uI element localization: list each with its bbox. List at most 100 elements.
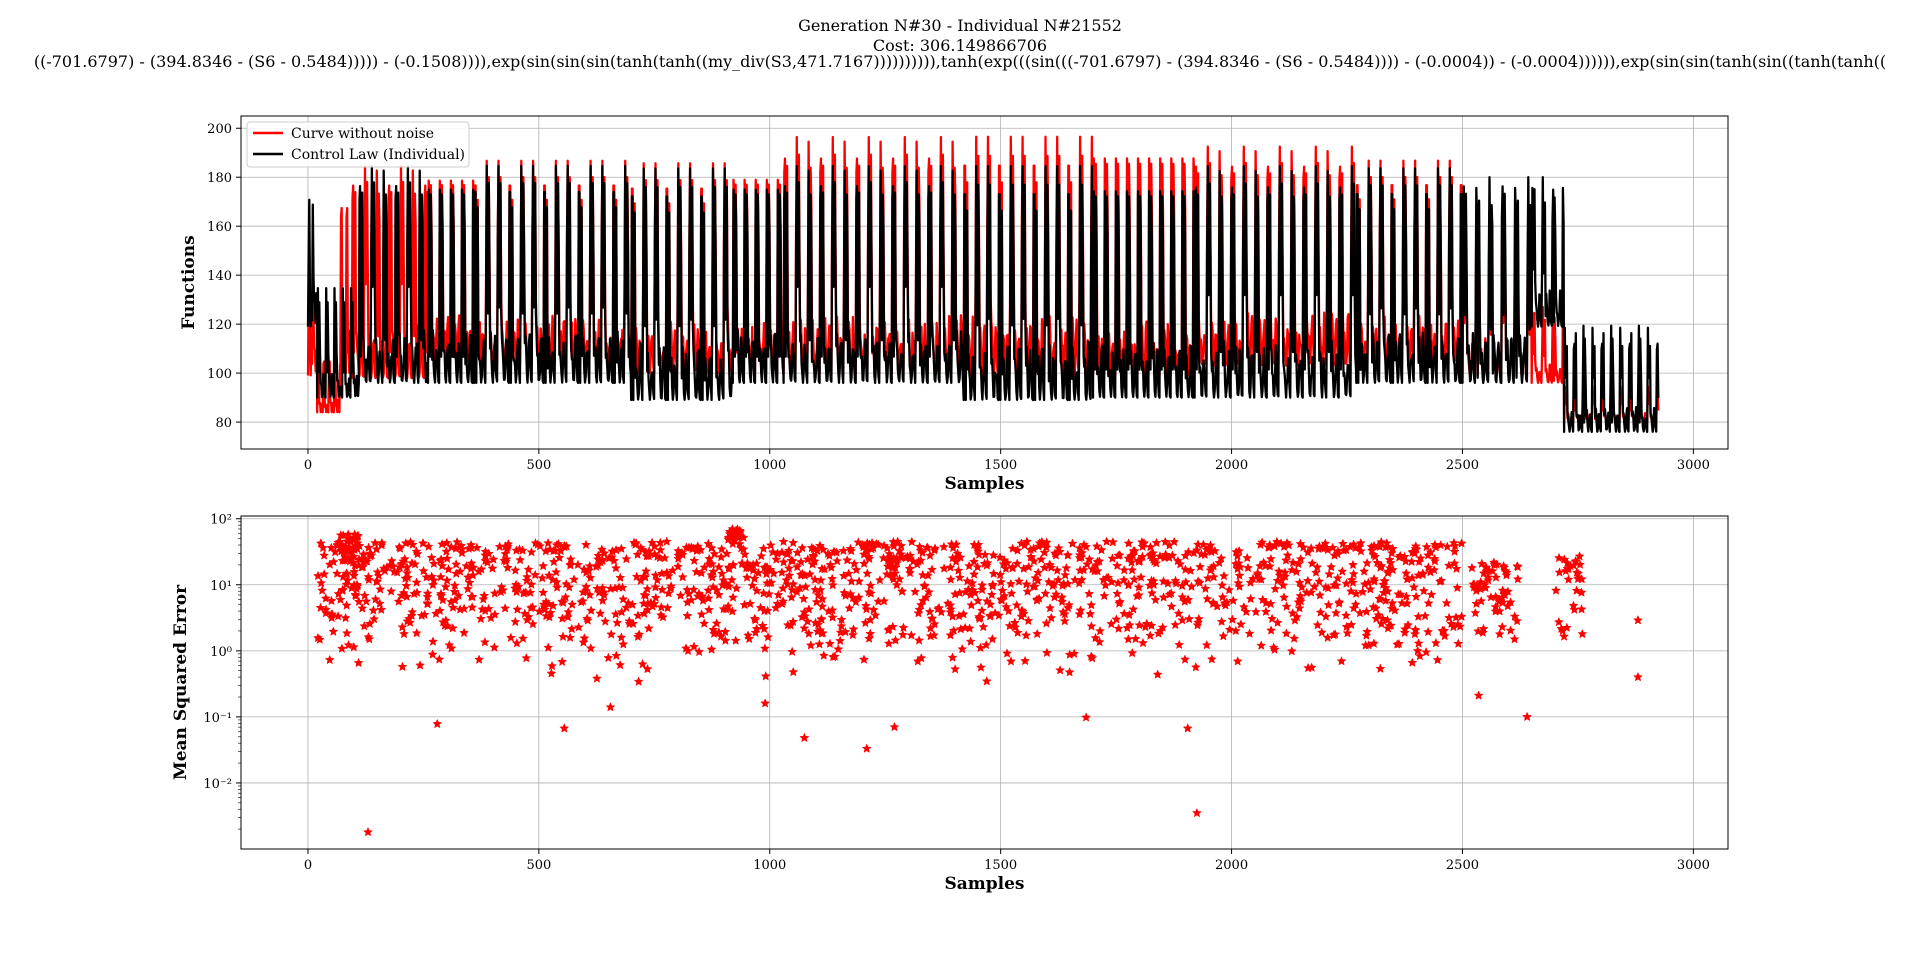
mse-point <box>688 584 699 594</box>
mse-point <box>853 592 864 602</box>
mse-point <box>1137 637 1149 648</box>
mse-point <box>1399 623 1410 634</box>
mse-point <box>1270 583 1281 594</box>
mse-point <box>717 580 728 590</box>
mse-point <box>603 652 614 663</box>
mse-point <box>616 543 627 554</box>
mse-point <box>703 593 714 603</box>
mse-point <box>395 543 406 553</box>
mse-point <box>673 545 684 556</box>
mse-point <box>1425 547 1436 557</box>
mse-point <box>1060 569 1071 580</box>
mse-point <box>1418 585 1429 596</box>
mse-point <box>1509 611 1520 621</box>
mse-point <box>1113 577 1124 588</box>
y-tick-label: 10⁰ <box>210 645 232 660</box>
mse-point <box>954 610 965 621</box>
mse-point <box>788 666 799 677</box>
mse-point <box>1201 639 1212 650</box>
mse-point <box>337 555 348 566</box>
mse-point <box>716 551 727 562</box>
mse-point <box>612 617 623 628</box>
mse-point <box>1191 807 1202 818</box>
mse-point <box>1287 564 1298 575</box>
mse-point <box>373 570 384 581</box>
mse-point <box>916 652 927 663</box>
mse-point <box>1193 576 1204 586</box>
mse-point <box>1553 616 1564 627</box>
mse-point <box>663 588 674 598</box>
mse-point <box>1266 625 1277 635</box>
mse-point <box>933 602 945 613</box>
mse-point <box>1238 601 1249 612</box>
mse-point <box>637 658 648 669</box>
mse-point <box>526 547 537 557</box>
mse-point <box>847 629 858 640</box>
mse-point <box>610 609 621 619</box>
mse-point <box>1002 557 1013 568</box>
mse-point <box>1166 601 1177 611</box>
mse-point <box>1449 546 1460 556</box>
mse-point <box>1127 647 1138 658</box>
mse-point <box>1498 560 1509 571</box>
mse-point <box>811 596 822 607</box>
mse-point <box>987 633 998 644</box>
mse-point <box>436 554 447 564</box>
mse-point <box>861 603 872 614</box>
mse-point <box>558 597 569 608</box>
mse-point <box>1449 540 1461 551</box>
mse-point <box>452 536 463 547</box>
mse-point <box>1376 536 1387 547</box>
mse-point <box>1420 610 1431 621</box>
mse-point <box>1099 590 1110 601</box>
mse-point <box>1260 606 1271 617</box>
mse-point <box>1407 657 1418 668</box>
mse-point <box>825 559 836 570</box>
mse-point <box>1061 562 1072 573</box>
mse-point <box>762 631 774 642</box>
mse-point <box>738 544 749 554</box>
mse-point <box>562 611 573 622</box>
mse-point <box>1375 663 1386 674</box>
mse-point <box>885 568 896 579</box>
mse-point <box>358 549 369 559</box>
mse-point <box>1632 671 1643 682</box>
mse-point <box>751 585 762 596</box>
mse-point <box>1003 605 1014 616</box>
mse-point <box>838 545 849 556</box>
mse-point <box>835 635 846 646</box>
mse-point <box>1114 598 1125 608</box>
mse-point <box>1374 593 1385 603</box>
mse-point <box>1206 562 1217 573</box>
mse-point <box>1254 560 1266 571</box>
mse-point <box>677 549 688 560</box>
mse-point <box>1302 547 1313 557</box>
mse-point <box>887 561 898 571</box>
mse-point <box>655 544 666 555</box>
mse-point <box>467 602 478 612</box>
mse-point <box>1470 607 1481 618</box>
mse-point <box>1490 606 1501 616</box>
mse-point <box>997 585 1008 595</box>
mse-point <box>1134 555 1145 566</box>
mse-point <box>995 569 1006 580</box>
mse-point <box>618 594 629 604</box>
mse-point <box>1480 582 1491 593</box>
mse-point <box>406 610 417 621</box>
mse-point <box>426 571 437 581</box>
mse-point <box>924 606 935 617</box>
mse-point <box>1218 570 1229 581</box>
mse-point <box>897 586 908 596</box>
mse-point <box>1220 600 1231 610</box>
mse-point <box>845 543 856 554</box>
mse-point <box>1269 541 1280 551</box>
mse-point <box>1095 625 1106 636</box>
mse-point <box>375 584 386 594</box>
mse-point <box>1370 551 1381 561</box>
mse-point <box>795 569 806 580</box>
mse-point <box>1106 618 1117 629</box>
mse-point <box>523 564 534 574</box>
mse-point <box>1490 572 1501 582</box>
mse-point <box>362 556 373 566</box>
mse-point <box>1574 551 1585 561</box>
